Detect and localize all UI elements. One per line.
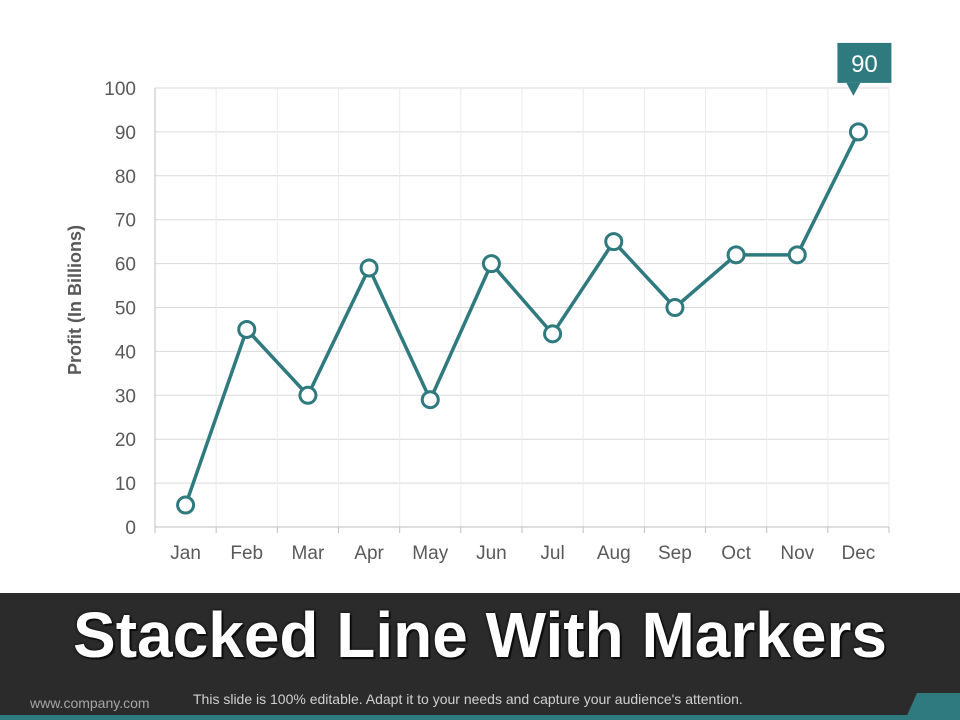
- x-tick-label: Apr: [354, 543, 384, 564]
- y-tick-label: 50: [115, 299, 136, 320]
- slide-title: Stacked Line With Markers: [73, 599, 887, 671]
- data-point-marker: [543, 324, 563, 344]
- x-tick-label: Jan: [170, 543, 201, 564]
- data-point-marker: [787, 245, 807, 265]
- footer-note: This slide is 100% editable. Adapt it to…: [193, 691, 743, 707]
- series-profit: [176, 122, 868, 515]
- callout-pointer: [846, 82, 861, 96]
- x-tick-labels: Jan Feb Mar Apr May Jun Jul Aug Sep Oct Nov Dec: [170, 543, 875, 564]
- x-tick-label: Aug: [597, 543, 631, 564]
- x-tick-label: Feb: [230, 543, 263, 564]
- series-line: [183, 131, 860, 506]
- x-tick-label: Jun: [476, 543, 507, 564]
- data-callout: 90: [837, 42, 892, 96]
- title-band: [0, 593, 960, 720]
- x-tick-label: May: [412, 543, 448, 564]
- callout-label: 90: [851, 51, 878, 78]
- x-tick-label: Nov: [780, 543, 814, 564]
- x-tick-label: Sep: [658, 543, 692, 564]
- y-tick-label: 0: [125, 518, 136, 539]
- footer-accent-line: [0, 715, 960, 720]
- data-point-marker: [359, 258, 379, 278]
- callout-box: [837, 42, 892, 83]
- y-tick-labels: 0 10 20 30 40 50 60 70 80 90 100: [104, 79, 136, 539]
- data-point-marker: [481, 254, 501, 274]
- data-point-marker: [604, 232, 624, 252]
- data-point-marker: [237, 319, 257, 339]
- data-point-marker: [176, 495, 196, 515]
- line-chart: 0 10 20 30 40 50 60 70 80 90 100 Jan Feb Mar Apr May Ju…: [65, 42, 892, 564]
- data-point-marker: [420, 390, 440, 410]
- x-tick-label: Jul: [540, 543, 564, 564]
- y-tick-label: 70: [115, 211, 136, 232]
- y-tick-label: 20: [115, 430, 136, 451]
- y-tick-label: 10: [115, 474, 136, 495]
- y-axis-title: Profit (In Billions): [65, 225, 85, 375]
- x-tick-label: Mar: [292, 543, 325, 564]
- axes: [154, 88, 890, 533]
- y-tick-label: 90: [115, 123, 136, 144]
- data-point-marker: [665, 298, 685, 317]
- gridlines: [154, 87, 890, 527]
- x-tick-label: Dec: [842, 543, 876, 564]
- x-tick-label: Oct: [721, 543, 751, 564]
- chart-area: 0 10 20 30 40 50 60 70 80 90 100 Jan Feb Mar Apr May Ju…: [65, 42, 892, 564]
- y-tick-label: 100: [104, 79, 136, 100]
- data-point-marker: [298, 385, 318, 405]
- y-tick-label: 40: [115, 342, 136, 363]
- y-tick-label: 60: [115, 255, 136, 276]
- data-point-marker: [726, 245, 746, 265]
- y-tick-label: 30: [115, 386, 136, 407]
- footer-url: www.company.com: [30, 695, 150, 711]
- y-tick-label: 80: [115, 167, 136, 188]
- data-point-marker: [848, 122, 868, 142]
